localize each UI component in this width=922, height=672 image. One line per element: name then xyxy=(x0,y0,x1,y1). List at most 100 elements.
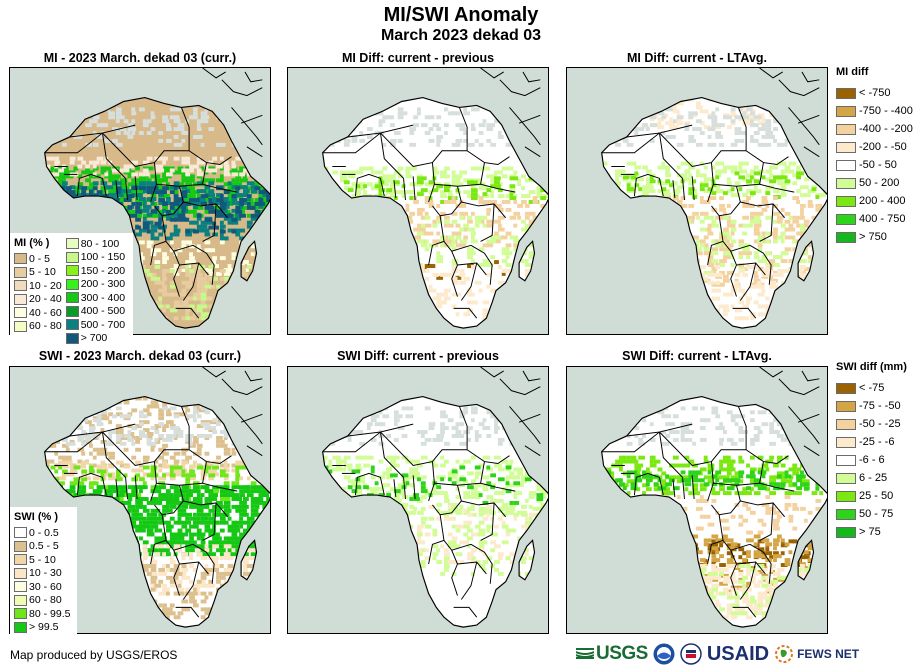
country-border xyxy=(393,479,397,498)
country-border xyxy=(672,479,676,498)
legend-label: 150 - 200 xyxy=(80,264,126,277)
coastline xyxy=(322,395,548,628)
country-border xyxy=(626,132,683,179)
country-border xyxy=(499,79,541,97)
country-border xyxy=(44,423,136,453)
legend-swatch xyxy=(836,195,856,207)
country-border xyxy=(601,124,693,154)
country-border xyxy=(633,173,664,197)
country-border xyxy=(682,477,685,500)
country-border xyxy=(736,561,766,575)
legend-swatch xyxy=(65,319,79,331)
coastline xyxy=(44,395,270,628)
country-border xyxy=(175,606,200,618)
legend-label: 10 - 30 xyxy=(29,567,62,580)
country-border xyxy=(672,180,676,199)
legend-mi-diff: MI diff < -750 -750 - -400 -400 - -200 -200… xyxy=(836,66,913,246)
legend-item: 10 - 30 xyxy=(14,567,72,581)
noaa-logo-icon xyxy=(653,643,675,665)
country-border xyxy=(466,449,510,465)
africa-map xyxy=(44,367,270,628)
country-border xyxy=(439,514,472,551)
country-border xyxy=(797,413,820,423)
land-raster xyxy=(601,396,827,628)
panel-title-swi-diff-lta: SWI Diff: current - LTAvg. xyxy=(622,349,772,363)
country-border xyxy=(470,543,493,584)
usaid-seal-icon xyxy=(680,643,702,665)
legend-item: -50 - -25 xyxy=(836,415,907,433)
legend-swatch xyxy=(836,490,856,502)
usgs-logo: USGS xyxy=(576,643,648,665)
country-border xyxy=(711,186,741,217)
country-border xyxy=(778,378,820,396)
legend-item: < -75 xyxy=(836,379,907,397)
country-border xyxy=(749,244,772,285)
legend-item: -200 - -50 xyxy=(836,138,913,156)
usgs-wave-icon xyxy=(576,648,594,659)
usaid-logo: USAID xyxy=(707,643,769,666)
legend-label: 25 - 50 xyxy=(859,490,894,502)
country-border xyxy=(470,244,493,285)
country-border xyxy=(797,114,820,124)
country-border xyxy=(161,215,194,252)
legend-swatch xyxy=(836,472,856,484)
map-panel-swi-current xyxy=(9,366,271,634)
country-border xyxy=(745,449,789,465)
legend-label: 60 - 80 xyxy=(29,594,62,607)
legend-swatch xyxy=(14,253,27,265)
legend-label: 80 - 100 xyxy=(80,237,120,250)
legend-swatch xyxy=(14,540,27,552)
panel-title-swi-diff-prev: SWI Diff: current - previous xyxy=(337,349,499,363)
country-border xyxy=(480,68,504,79)
map-panel-mi-diff-ltavg xyxy=(566,67,828,335)
country-border xyxy=(183,201,228,219)
legend-swatch xyxy=(14,266,27,278)
legend-label: 80 - 99.5 xyxy=(29,607,71,620)
legend-label: > 700 xyxy=(80,332,108,345)
country-border xyxy=(461,201,506,219)
legend-item: 0 - 5 xyxy=(14,252,62,266)
country-border xyxy=(115,479,119,498)
main-title: MI/SWI Anomaly xyxy=(383,4,539,26)
legend-swatch xyxy=(65,265,79,277)
africa-map xyxy=(322,367,548,628)
country-border xyxy=(180,406,190,450)
legend-label: 50 - 75 xyxy=(859,508,894,520)
country-border xyxy=(150,240,167,266)
country-border xyxy=(150,539,167,565)
legend-label: 200 - 400 xyxy=(859,195,906,207)
legend-swatch xyxy=(65,305,79,317)
country-border xyxy=(711,485,741,516)
africa-map xyxy=(601,68,827,329)
country-border xyxy=(244,370,263,382)
legend-swatch xyxy=(836,231,856,243)
usgs-text: USGS xyxy=(596,643,648,664)
country-border xyxy=(412,475,416,500)
legend-swatch xyxy=(14,527,27,539)
country-border xyxy=(183,500,228,518)
legend-label: 60 - 80 xyxy=(29,320,62,333)
country-border xyxy=(231,406,263,445)
country-border xyxy=(518,114,541,124)
country-border xyxy=(461,500,506,518)
legend-swatch xyxy=(836,454,856,466)
legend-label: 0 - 5 xyxy=(29,252,51,265)
legend-swatch xyxy=(14,608,27,620)
country-border xyxy=(737,406,747,450)
country-border xyxy=(403,477,406,500)
legend-swatch xyxy=(836,141,856,153)
legend-item: -75 - -50 xyxy=(836,397,907,415)
country-border xyxy=(718,514,751,551)
country-border xyxy=(633,472,664,496)
legend-swatch xyxy=(836,87,856,99)
legend-item: 60 - 80 xyxy=(14,594,72,608)
country-border xyxy=(718,215,751,252)
legend-label: > 750 xyxy=(859,231,887,243)
country-border xyxy=(428,240,445,266)
country-border xyxy=(428,461,435,502)
legend-item: < -750 xyxy=(836,84,913,102)
country-border xyxy=(134,475,138,500)
country-border xyxy=(691,475,695,500)
country-border xyxy=(76,472,107,496)
country-border xyxy=(453,307,478,319)
